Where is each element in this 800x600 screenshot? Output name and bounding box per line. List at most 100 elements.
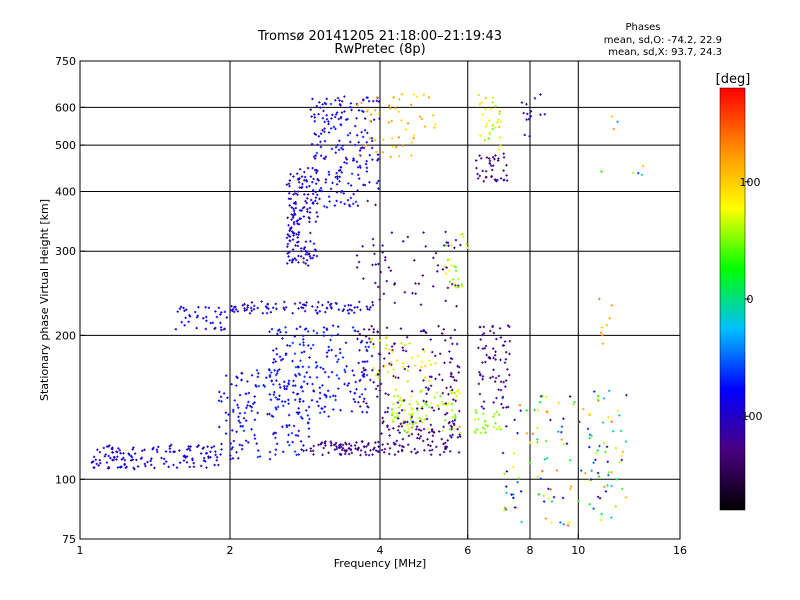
y-tick-label: 400 xyxy=(55,185,76,198)
echo-point xyxy=(432,285,435,288)
echo-point xyxy=(453,246,456,250)
echo-point xyxy=(410,425,414,429)
echo-point xyxy=(309,108,312,111)
echo-point xyxy=(327,345,330,349)
x-axis-ticks: 1 2 4 6 8 10 16 xyxy=(77,534,687,557)
echo-point xyxy=(411,291,414,295)
echo-point xyxy=(268,393,272,396)
echo-point xyxy=(460,283,463,286)
echo-point xyxy=(382,138,385,141)
echo-point xyxy=(303,246,306,249)
echo-point xyxy=(299,359,302,362)
echo-point xyxy=(188,449,192,452)
echo-point xyxy=(314,199,317,203)
echo-point xyxy=(401,346,404,349)
echo-point xyxy=(377,352,381,356)
echo-point xyxy=(392,395,396,398)
echo-point xyxy=(317,135,321,138)
echo-point xyxy=(387,428,391,431)
echo-point xyxy=(272,393,276,396)
echo-point xyxy=(420,117,424,121)
echo-point xyxy=(522,111,525,115)
echo-point xyxy=(580,469,583,472)
echo-point xyxy=(424,245,427,248)
echo-point xyxy=(382,420,385,423)
echo-point xyxy=(316,169,319,173)
echo-point xyxy=(620,454,623,458)
echo-point xyxy=(378,369,381,372)
echo-point xyxy=(432,431,436,434)
echo-point xyxy=(292,222,296,226)
echo-point xyxy=(315,171,318,174)
echo-point xyxy=(380,448,384,452)
echo-point xyxy=(444,413,447,416)
echo-point xyxy=(274,436,277,440)
echo-point xyxy=(372,381,375,384)
echo-point xyxy=(302,215,306,218)
echo-point xyxy=(596,397,600,401)
echo-point xyxy=(331,324,335,327)
echo-point xyxy=(450,409,454,412)
echo-point xyxy=(131,448,134,451)
echo-point xyxy=(477,93,481,97)
echo-point xyxy=(283,300,286,304)
echo-point xyxy=(386,410,389,414)
echo-point xyxy=(383,357,386,360)
echo-point xyxy=(604,450,607,454)
echo-point xyxy=(167,465,170,469)
echo-point xyxy=(616,120,619,123)
echo-point xyxy=(422,399,425,403)
echo-point xyxy=(523,133,527,137)
echo-point xyxy=(641,164,645,168)
echo-point xyxy=(491,101,494,104)
echo-point xyxy=(444,272,448,275)
echo-point xyxy=(294,202,298,206)
echo-point xyxy=(497,374,501,378)
echo-point xyxy=(168,445,171,448)
echo-point xyxy=(327,173,331,176)
echo-point xyxy=(560,438,563,441)
echo-point xyxy=(557,430,560,433)
echo-point xyxy=(312,242,316,245)
echo-point xyxy=(240,447,244,451)
echo-point xyxy=(339,408,342,412)
echo-point xyxy=(301,417,304,420)
echo-point xyxy=(390,360,393,364)
echo-point xyxy=(235,375,238,378)
echo-point xyxy=(346,309,350,312)
echo-point xyxy=(241,304,244,307)
echo-point xyxy=(143,462,147,466)
chart-subtitle: RwPretec (8p) xyxy=(334,42,425,57)
echo-point xyxy=(593,390,596,393)
echo-point xyxy=(346,117,349,121)
echo-point xyxy=(499,388,503,392)
echo-point xyxy=(365,373,369,377)
echo-point xyxy=(423,418,426,421)
echo-point xyxy=(329,395,332,399)
echo-point xyxy=(583,472,587,475)
echo-point xyxy=(231,457,235,460)
echo-point xyxy=(220,400,223,403)
echo-point xyxy=(219,313,222,316)
echo-point xyxy=(278,328,281,331)
echo-point xyxy=(429,444,432,448)
echo-point xyxy=(427,388,430,392)
echo-point xyxy=(345,443,348,446)
echo-point xyxy=(303,303,306,307)
echo-point xyxy=(356,166,360,169)
echo-point xyxy=(453,328,457,332)
echo-point xyxy=(413,133,416,137)
echo-point xyxy=(330,334,334,337)
echo-point xyxy=(596,495,600,499)
echo-point xyxy=(455,305,458,308)
echo-point xyxy=(286,242,290,246)
echo-point xyxy=(359,453,362,457)
echo-point xyxy=(504,379,508,382)
echo-point xyxy=(360,370,364,374)
echo-point xyxy=(368,308,371,311)
echo-point xyxy=(610,420,613,423)
echo-point xyxy=(477,417,480,421)
echo-point xyxy=(322,446,325,450)
echo-point xyxy=(484,107,488,111)
